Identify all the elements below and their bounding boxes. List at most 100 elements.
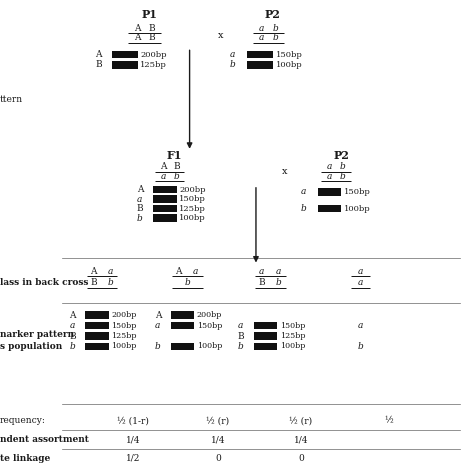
Text: A: A [95, 50, 102, 59]
Text: B: B [148, 24, 155, 33]
Text: 150bp: 150bp [197, 322, 222, 329]
Text: narker pattern: narker pattern [0, 330, 74, 338]
Bar [112, 61, 138, 69]
Text: x: x [282, 167, 287, 176]
Text: ndent assortment: ndent assortment [0, 436, 89, 444]
Bar [171, 311, 194, 319]
Text: a: a [161, 172, 166, 181]
Bar [153, 214, 177, 222]
Text: b: b [273, 34, 279, 42]
Text: B: B [90, 278, 97, 286]
Bar [85, 311, 109, 319]
Text: A: A [155, 311, 161, 319]
Text: ½: ½ [384, 417, 393, 425]
Text: s population: s population [0, 342, 62, 350]
Text: b: b [108, 278, 113, 286]
Text: A: A [134, 24, 141, 33]
Text: b: b [70, 342, 75, 351]
Text: b: b [137, 214, 143, 222]
Text: B: B [69, 332, 76, 340]
Text: 150bp: 150bp [179, 195, 206, 203]
Text: 125bp: 125bp [179, 205, 206, 212]
Text: B: B [173, 163, 180, 171]
Text: 100bp: 100bp [276, 61, 302, 69]
Bar [153, 195, 177, 203]
Text: requency:: requency: [0, 417, 46, 425]
Text: B: B [237, 332, 244, 340]
Text: ½ (1-r): ½ (1-r) [117, 417, 149, 425]
Text: 1/4: 1/4 [126, 436, 140, 444]
Text: 200bp: 200bp [179, 186, 206, 193]
Text: b: b [173, 172, 179, 181]
Text: b: b [357, 342, 363, 351]
Bar [85, 322, 109, 329]
Text: b: b [301, 204, 306, 213]
Text: b: b [238, 342, 244, 351]
Text: a: a [357, 267, 363, 275]
Text: 100bp: 100bp [179, 214, 206, 222]
Text: b: b [273, 24, 279, 33]
Bar [171, 343, 194, 350]
Text: b: b [184, 278, 190, 286]
Text: a: a [357, 278, 363, 286]
Bar [85, 343, 109, 350]
Text: 1/4: 1/4 [294, 436, 308, 444]
Text: b: b [340, 163, 346, 171]
Text: a: a [327, 163, 332, 171]
Text: a: a [70, 321, 75, 330]
Text: a: a [155, 321, 161, 330]
Text: 100bp: 100bp [344, 205, 371, 212]
Text: a: a [276, 267, 282, 275]
Text: 100bp: 100bp [197, 343, 222, 350]
Text: x: x [218, 31, 223, 40]
Text: 1/4: 1/4 [211, 436, 225, 444]
Bar [318, 205, 341, 212]
Text: a: a [259, 24, 264, 33]
Text: ½ (r): ½ (r) [290, 417, 312, 425]
Text: 125bp: 125bp [140, 61, 167, 69]
Text: a: a [259, 267, 264, 275]
Text: F1: F1 [167, 150, 182, 161]
Text: P1: P1 [141, 9, 157, 20]
Bar [254, 343, 277, 350]
Bar [247, 61, 273, 69]
Text: 100bp: 100bp [280, 343, 305, 350]
Text: B: B [95, 61, 102, 69]
Bar [254, 322, 277, 329]
Text: b: b [276, 278, 282, 286]
Text: 0: 0 [215, 454, 221, 463]
Text: a: a [259, 34, 264, 42]
Text: a: a [327, 172, 332, 181]
Text: a: a [108, 267, 113, 275]
Text: A: A [69, 311, 76, 319]
Bar [112, 51, 138, 58]
Text: P2: P2 [264, 9, 281, 20]
Text: b: b [340, 172, 346, 181]
Text: a: a [137, 195, 143, 203]
Text: lass in back cross: lass in back cross [0, 278, 88, 286]
Text: B: B [258, 278, 265, 286]
Bar [254, 332, 277, 340]
Bar [85, 332, 109, 340]
Text: 125bp: 125bp [280, 332, 305, 340]
Text: ½ (r): ½ (r) [207, 417, 229, 425]
Text: A: A [160, 163, 167, 171]
Text: 1/2: 1/2 [126, 454, 140, 463]
Text: 200bp: 200bp [197, 311, 222, 319]
Text: 0: 0 [298, 454, 304, 463]
Text: 150bp: 150bp [280, 322, 305, 329]
Text: A: A [137, 185, 143, 194]
Text: a: a [193, 267, 199, 275]
Text: a: a [301, 188, 306, 196]
Text: 150bp: 150bp [344, 188, 371, 196]
Text: a: a [238, 321, 244, 330]
Text: te linkage: te linkage [0, 454, 50, 463]
Text: B: B [148, 34, 155, 42]
Text: a: a [229, 50, 235, 59]
Text: 150bp: 150bp [276, 51, 302, 58]
Text: A: A [90, 267, 97, 275]
Text: A: A [134, 34, 141, 42]
Text: P2: P2 [333, 150, 349, 161]
Bar [318, 188, 341, 196]
Text: b: b [155, 342, 161, 351]
